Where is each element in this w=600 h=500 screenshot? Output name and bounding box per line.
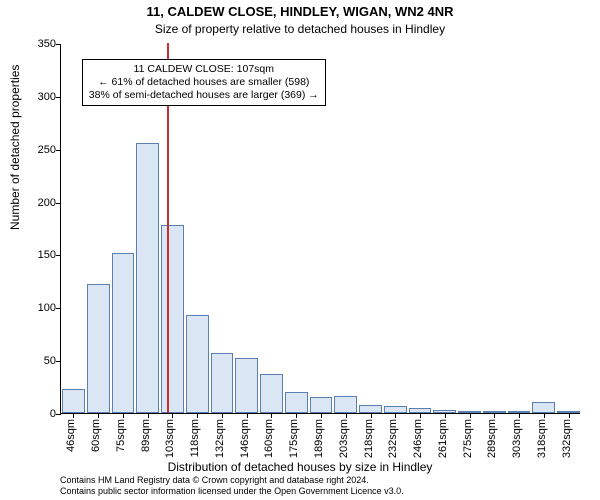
- x-tick-mark: [222, 413, 223, 418]
- x-tick-mark: [172, 413, 173, 418]
- annotation-line: ← 61% of detached houses are smaller (59…: [89, 76, 319, 89]
- x-tick-mark: [73, 413, 74, 418]
- x-tick-label: 203sqm: [338, 419, 350, 458]
- histogram-chart: 11, CALDEW CLOSE, HINDLEY, WIGAN, WN2 4N…: [0, 0, 600, 500]
- x-tick-label: 218sqm: [363, 419, 375, 458]
- y-tick-label: 350: [38, 38, 56, 50]
- x-tick-label: 160sqm: [263, 419, 275, 458]
- histogram-bar: [136, 143, 159, 413]
- chart-subtitle: Size of property relative to detached ho…: [0, 22, 600, 36]
- histogram-bar: [285, 392, 308, 413]
- x-tick-mark: [519, 413, 520, 418]
- y-axis-label: Number of detached properties: [8, 65, 22, 230]
- x-tick-label: 261sqm: [437, 419, 449, 458]
- x-tick-label: 232sqm: [387, 419, 399, 458]
- credits-text: Contains HM Land Registry data © Crown c…: [60, 475, 404, 497]
- x-tick-label: 303sqm: [511, 419, 523, 458]
- x-tick-mark: [321, 413, 322, 418]
- annotation-line: 38% of semi-detached houses are larger (…: [89, 89, 319, 102]
- x-tick-mark: [544, 413, 545, 418]
- x-tick-mark: [296, 413, 297, 418]
- x-tick-label: 146sqm: [239, 419, 251, 458]
- plot-area: 46sqm60sqm75sqm89sqm103sqm118sqm132sqm14…: [60, 44, 580, 414]
- x-tick-label: 332sqm: [561, 419, 573, 458]
- histogram-bar: [161, 225, 184, 413]
- x-tick-label: 246sqm: [412, 419, 424, 458]
- x-tick-mark: [197, 413, 198, 418]
- x-tick-label: 75sqm: [115, 419, 127, 452]
- histogram-bar: [532, 402, 555, 413]
- x-tick-mark: [148, 413, 149, 418]
- y-tick-label: 200: [38, 197, 56, 209]
- x-tick-mark: [123, 413, 124, 418]
- chart-title: 11, CALDEW CLOSE, HINDLEY, WIGAN, WN2 4N…: [0, 4, 600, 19]
- histogram-bar: [334, 396, 357, 413]
- x-tick-label: 46sqm: [65, 419, 77, 452]
- x-tick-mark: [395, 413, 396, 418]
- x-tick-mark: [247, 413, 248, 418]
- y-tick-label: 100: [38, 302, 56, 314]
- x-tick-label: 289sqm: [486, 419, 498, 458]
- y-tick-label: 0: [50, 408, 56, 420]
- x-tick-mark: [98, 413, 99, 418]
- x-tick-label: 275sqm: [462, 419, 474, 458]
- credits-line: Contains public sector information licen…: [60, 486, 404, 497]
- credits-line: Contains HM Land Registry data © Crown c…: [60, 475, 404, 486]
- x-tick-mark: [445, 413, 446, 418]
- histogram-bar: [112, 253, 135, 413]
- x-tick-label: 132sqm: [214, 419, 226, 458]
- x-tick-mark: [371, 413, 372, 418]
- histogram-bar: [310, 397, 333, 413]
- x-tick-mark: [470, 413, 471, 418]
- x-tick-label: 175sqm: [288, 419, 300, 458]
- x-tick-label: 60sqm: [90, 419, 102, 452]
- x-tick-label: 118sqm: [189, 419, 201, 457]
- histogram-bar: [87, 284, 110, 413]
- y-tick-mark: [56, 44, 61, 45]
- y-tick-mark: [56, 255, 61, 256]
- x-tick-label: 318sqm: [536, 419, 548, 458]
- annotation-line: 11 CALDEW CLOSE: 107sqm: [89, 63, 319, 76]
- x-tick-mark: [569, 413, 570, 418]
- x-tick-mark: [271, 413, 272, 418]
- x-tick-label: 89sqm: [140, 419, 152, 452]
- annotation-box: 11 CALDEW CLOSE: 107sqm← 61% of detached…: [82, 59, 326, 106]
- histogram-bar: [260, 374, 283, 413]
- y-tick-label: 150: [38, 249, 56, 261]
- y-tick-label: 50: [44, 355, 56, 367]
- y-tick-label: 250: [38, 144, 56, 156]
- y-tick-mark: [56, 97, 61, 98]
- histogram-bar: [186, 315, 209, 413]
- histogram-bar: [235, 358, 258, 413]
- histogram-bar: [359, 405, 382, 413]
- x-tick-mark: [346, 413, 347, 418]
- x-tick-mark: [494, 413, 495, 418]
- y-tick-mark: [56, 308, 61, 309]
- histogram-bar: [384, 406, 407, 413]
- x-tick-label: 189sqm: [313, 419, 325, 458]
- x-tick-label: 103sqm: [164, 419, 176, 458]
- y-tick-mark: [56, 361, 61, 362]
- y-tick-mark: [56, 150, 61, 151]
- y-tick-mark: [56, 203, 61, 204]
- x-axis-label: Distribution of detached houses by size …: [0, 460, 600, 474]
- y-tick-mark: [56, 414, 61, 415]
- histogram-bar: [211, 353, 234, 413]
- x-tick-mark: [420, 413, 421, 418]
- y-tick-label: 300: [38, 91, 56, 103]
- histogram-bar: [62, 389, 85, 413]
